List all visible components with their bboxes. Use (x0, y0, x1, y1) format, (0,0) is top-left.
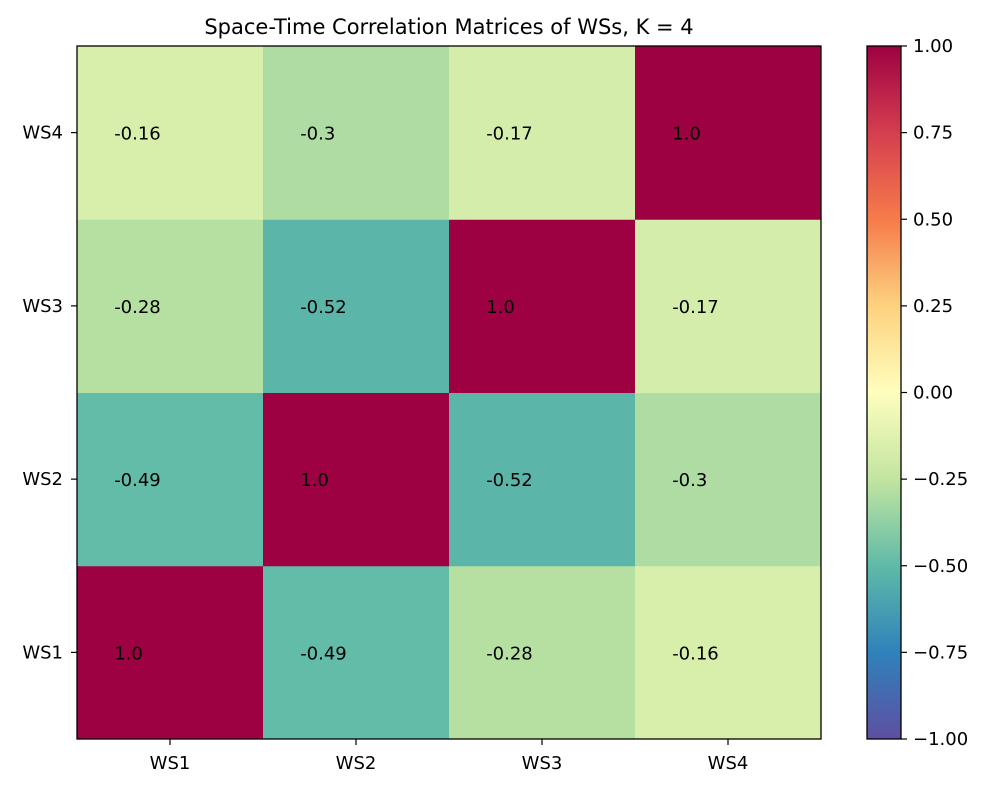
x-axis: WS1 WS2 WS3 WS4 (150, 739, 749, 774)
heatmap-cell-WS1-WS4 (635, 565, 822, 740)
x-tick-label: WS1 (150, 753, 191, 774)
cell-label: -0.3 (672, 470, 707, 491)
colorbar-tick-label: 0.00 (913, 383, 953, 404)
heatmap-cell-WS4-WS1 (77, 46, 264, 220)
heatmap-cell-WS2-WS1 (77, 392, 264, 567)
cell-label: 1.0 (300, 470, 329, 491)
x-tick-label: WS2 (336, 753, 377, 774)
colorbar-tick-label: −0.25 (913, 469, 968, 490)
cell-label: 1.0 (672, 124, 701, 145)
heatmap-cell-WS1-WS1 (77, 565, 264, 740)
colorbar-tick-label: 0.25 (913, 296, 953, 317)
colorbar (867, 46, 901, 739)
colorbar-axis: 1.00 0.75 0.50 0.25 0.00 −0.25 −0.50 −0.75 −1.00 (901, 36, 968, 750)
cell-label: -0.17 (672, 297, 719, 318)
chart-title: Space-Time Correlation Matrices of WSs, … (204, 15, 693, 39)
x-tick-label: WS4 (708, 753, 749, 774)
y-tick-label: WS3 (22, 296, 63, 317)
colorbar-tick-label: −1.00 (913, 729, 968, 750)
heatmap-cells (77, 46, 822, 740)
colorbar-tick-label: −0.50 (913, 556, 968, 577)
y-tick-label: WS4 (22, 123, 63, 144)
heatmap-cell-WS3-WS4 (635, 219, 822, 393)
cell-label: 1.0 (486, 297, 515, 318)
heatmap-cell-WS1-WS2 (263, 565, 450, 740)
cell-label: -0.16 (672, 643, 719, 664)
y-tick-label: WS1 (22, 642, 63, 663)
cell-label: -0.52 (486, 470, 533, 491)
cell-label: -0.28 (486, 643, 533, 664)
colorbar-tick-label: 1.00 (913, 36, 953, 57)
colorbar-tick-label: 0.50 (913, 209, 953, 230)
y-axis: WS1 WS2 WS3 WS4 (22, 123, 77, 663)
cell-label: -0.52 (300, 297, 347, 318)
heatmap-cell-labels: 1.0 -0.49 -0.28 -0.16 -0.49 1.0 -0.52 -0.3 -0.28… (114, 124, 719, 665)
heatmap-cell-WS1-WS3 (449, 565, 636, 740)
colorbar-tick-label: −0.75 (913, 642, 968, 663)
y-tick-label: WS2 (22, 469, 63, 490)
heatmap-cell-WS3-WS3 (449, 219, 636, 393)
colorbar-tick-label: 0.75 (913, 123, 953, 144)
cell-label: 1.0 (114, 643, 143, 664)
heatmap-cell-WS2-WS3 (449, 392, 636, 567)
heatmap-cell-WS4-WS3 (449, 46, 636, 220)
heatmap-cell-WS2-WS2 (263, 392, 450, 567)
heatmap-cell-WS4-WS2 (263, 46, 450, 220)
cell-label: -0.16 (114, 124, 161, 145)
heatmap-cell-WS3-WS1 (77, 219, 264, 393)
heatmap-cell-WS3-WS2 (263, 219, 450, 393)
cell-label: -0.3 (300, 124, 335, 145)
heatmap-cell-WS4-WS4 (635, 46, 822, 220)
cell-label: -0.49 (114, 470, 161, 491)
x-tick-label: WS3 (522, 753, 563, 774)
heatmap-cell-WS2-WS4 (635, 392, 822, 567)
cell-label: -0.28 (114, 297, 161, 318)
cell-label: -0.49 (300, 643, 347, 664)
plot-frame (76, 45, 822, 740)
cell-label: -0.17 (486, 124, 533, 145)
